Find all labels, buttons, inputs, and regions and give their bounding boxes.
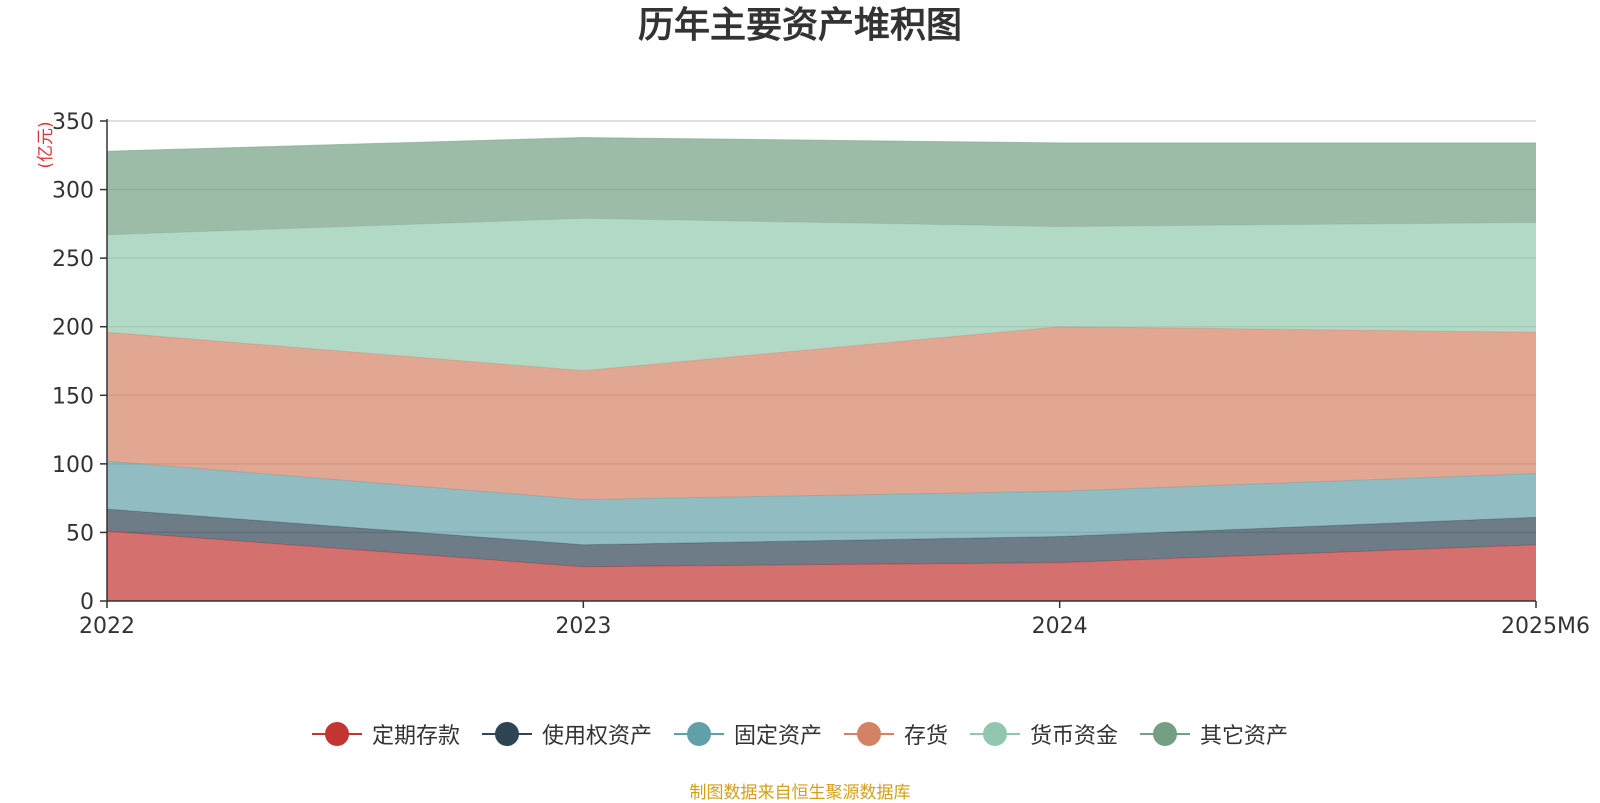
legend-item[interactable]: 使用权资产	[481, 718, 652, 750]
legend-label: 其它资产	[1200, 724, 1289, 749]
legend-item[interactable]: 固定资产	[673, 718, 822, 750]
legend-label: 定期存款	[371, 724, 460, 749]
area-series-layer	[106, 136, 1537, 601]
legend-label: 固定资产	[733, 724, 822, 749]
x-tick-label: 2024	[1032, 614, 1088, 639]
y-tick-label: 200	[52, 316, 94, 341]
legend-label: 使用权资产	[541, 724, 652, 749]
source-note: 制图数据来自恒生聚源数据库	[689, 783, 911, 803]
axis-labels: 0 50 100 150 200 250 300 350 2022 2023 2024 2025M6 (…	[36, 110, 1590, 639]
series-line-0	[106, 530, 1537, 568]
axes	[100, 119, 1537, 608]
legend-label: 货币资金	[1030, 724, 1119, 749]
area-series-0	[107, 531, 1536, 601]
y-tick-label: 250	[52, 247, 94, 272]
x-tick-label: 2025M6	[1501, 614, 1590, 639]
chart-title: 历年主要资产堆积图	[637, 5, 962, 46]
series-line-1	[106, 508, 1537, 546]
legend-item[interactable]: 货币资金	[970, 718, 1118, 750]
y-tick-label: 150	[52, 384, 94, 409]
y-tick-label: 100	[52, 453, 94, 478]
legend-marker-icon	[970, 721, 1021, 747]
legend: 定期存款 使用权资产 固定资产 存货 货币资金 其它资产	[0, 718, 1600, 750]
legend-marker-icon	[673, 721, 724, 747]
legend-marker-icon	[311, 721, 362, 747]
x-tick-label: 2022	[79, 614, 135, 639]
area-series-5	[107, 137, 1536, 235]
legend-marker-icon	[481, 721, 532, 747]
chart-plot: 0 50 100 150 200 250 300 350 2022 2023 2024 2025M6 (…	[36, 110, 1590, 639]
legend-item[interactable]: 存货	[844, 718, 948, 750]
y-tick-label: 0	[80, 590, 94, 615]
y-tick-label: 350	[52, 110, 94, 135]
area-series-3	[107, 326, 1536, 500]
y-tick-label: 300	[52, 179, 94, 204]
area-series-1	[107, 509, 1536, 567]
area-series-4	[107, 218, 1536, 371]
legend-marker-icon	[844, 721, 894, 747]
legend-marker-icon	[1140, 721, 1191, 747]
series-line-5	[106, 136, 1536, 152]
legend-item[interactable]: 其它资产	[1140, 718, 1288, 750]
legend-label: 存货	[904, 724, 949, 749]
legend-item[interactable]: 定期存款	[311, 718, 460, 750]
x-tick-label: 2023	[555, 614, 611, 639]
y-tick-label: 50	[66, 521, 94, 546]
y-axis-label: (亿元)	[36, 121, 56, 168]
area-series-2	[107, 461, 1536, 545]
